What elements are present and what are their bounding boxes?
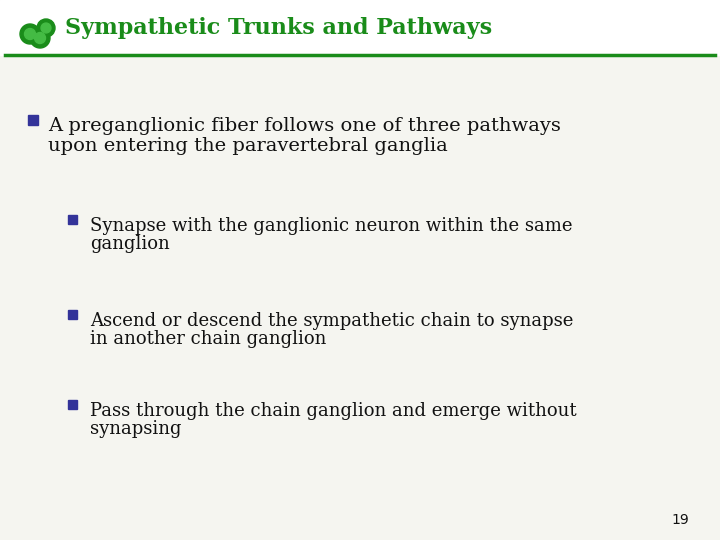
Bar	[0, 0, 720, 55]
Circle shape	[35, 32, 45, 44]
Text: 19: 19	[671, 513, 689, 527]
Circle shape	[24, 29, 35, 39]
Text: in another chain ganglion: in another chain ganglion	[90, 330, 326, 348]
Circle shape	[30, 28, 50, 48]
Text: upon entering the paravertebral ganglia: upon entering the paravertebral ganglia	[48, 137, 448, 155]
Text: Ascend or descend the sympathetic chain to synapse: Ascend or descend the sympathetic chain …	[90, 312, 573, 330]
Text: Pass through the chain ganglion and emerge without: Pass through the chain ganglion and emer…	[90, 402, 577, 420]
Text: Sympathetic Trunks and Pathways: Sympathetic Trunks and Pathways	[65, 17, 492, 39]
Bar	[68, 310, 77, 319]
Text: synapsing: synapsing	[90, 420, 181, 438]
Text: A preganglionic fiber follows one of three pathways: A preganglionic fiber follows one of thr…	[48, 117, 561, 135]
Circle shape	[20, 24, 40, 44]
Text: Synapse with the ganglionic neuron within the same: Synapse with the ganglionic neuron withi…	[90, 217, 572, 235]
Bar	[28, 115, 38, 125]
Circle shape	[37, 19, 55, 37]
Bar	[68, 215, 77, 224]
Circle shape	[41, 23, 51, 33]
Bar	[68, 400, 77, 409]
Text: ganglion: ganglion	[90, 235, 170, 253]
